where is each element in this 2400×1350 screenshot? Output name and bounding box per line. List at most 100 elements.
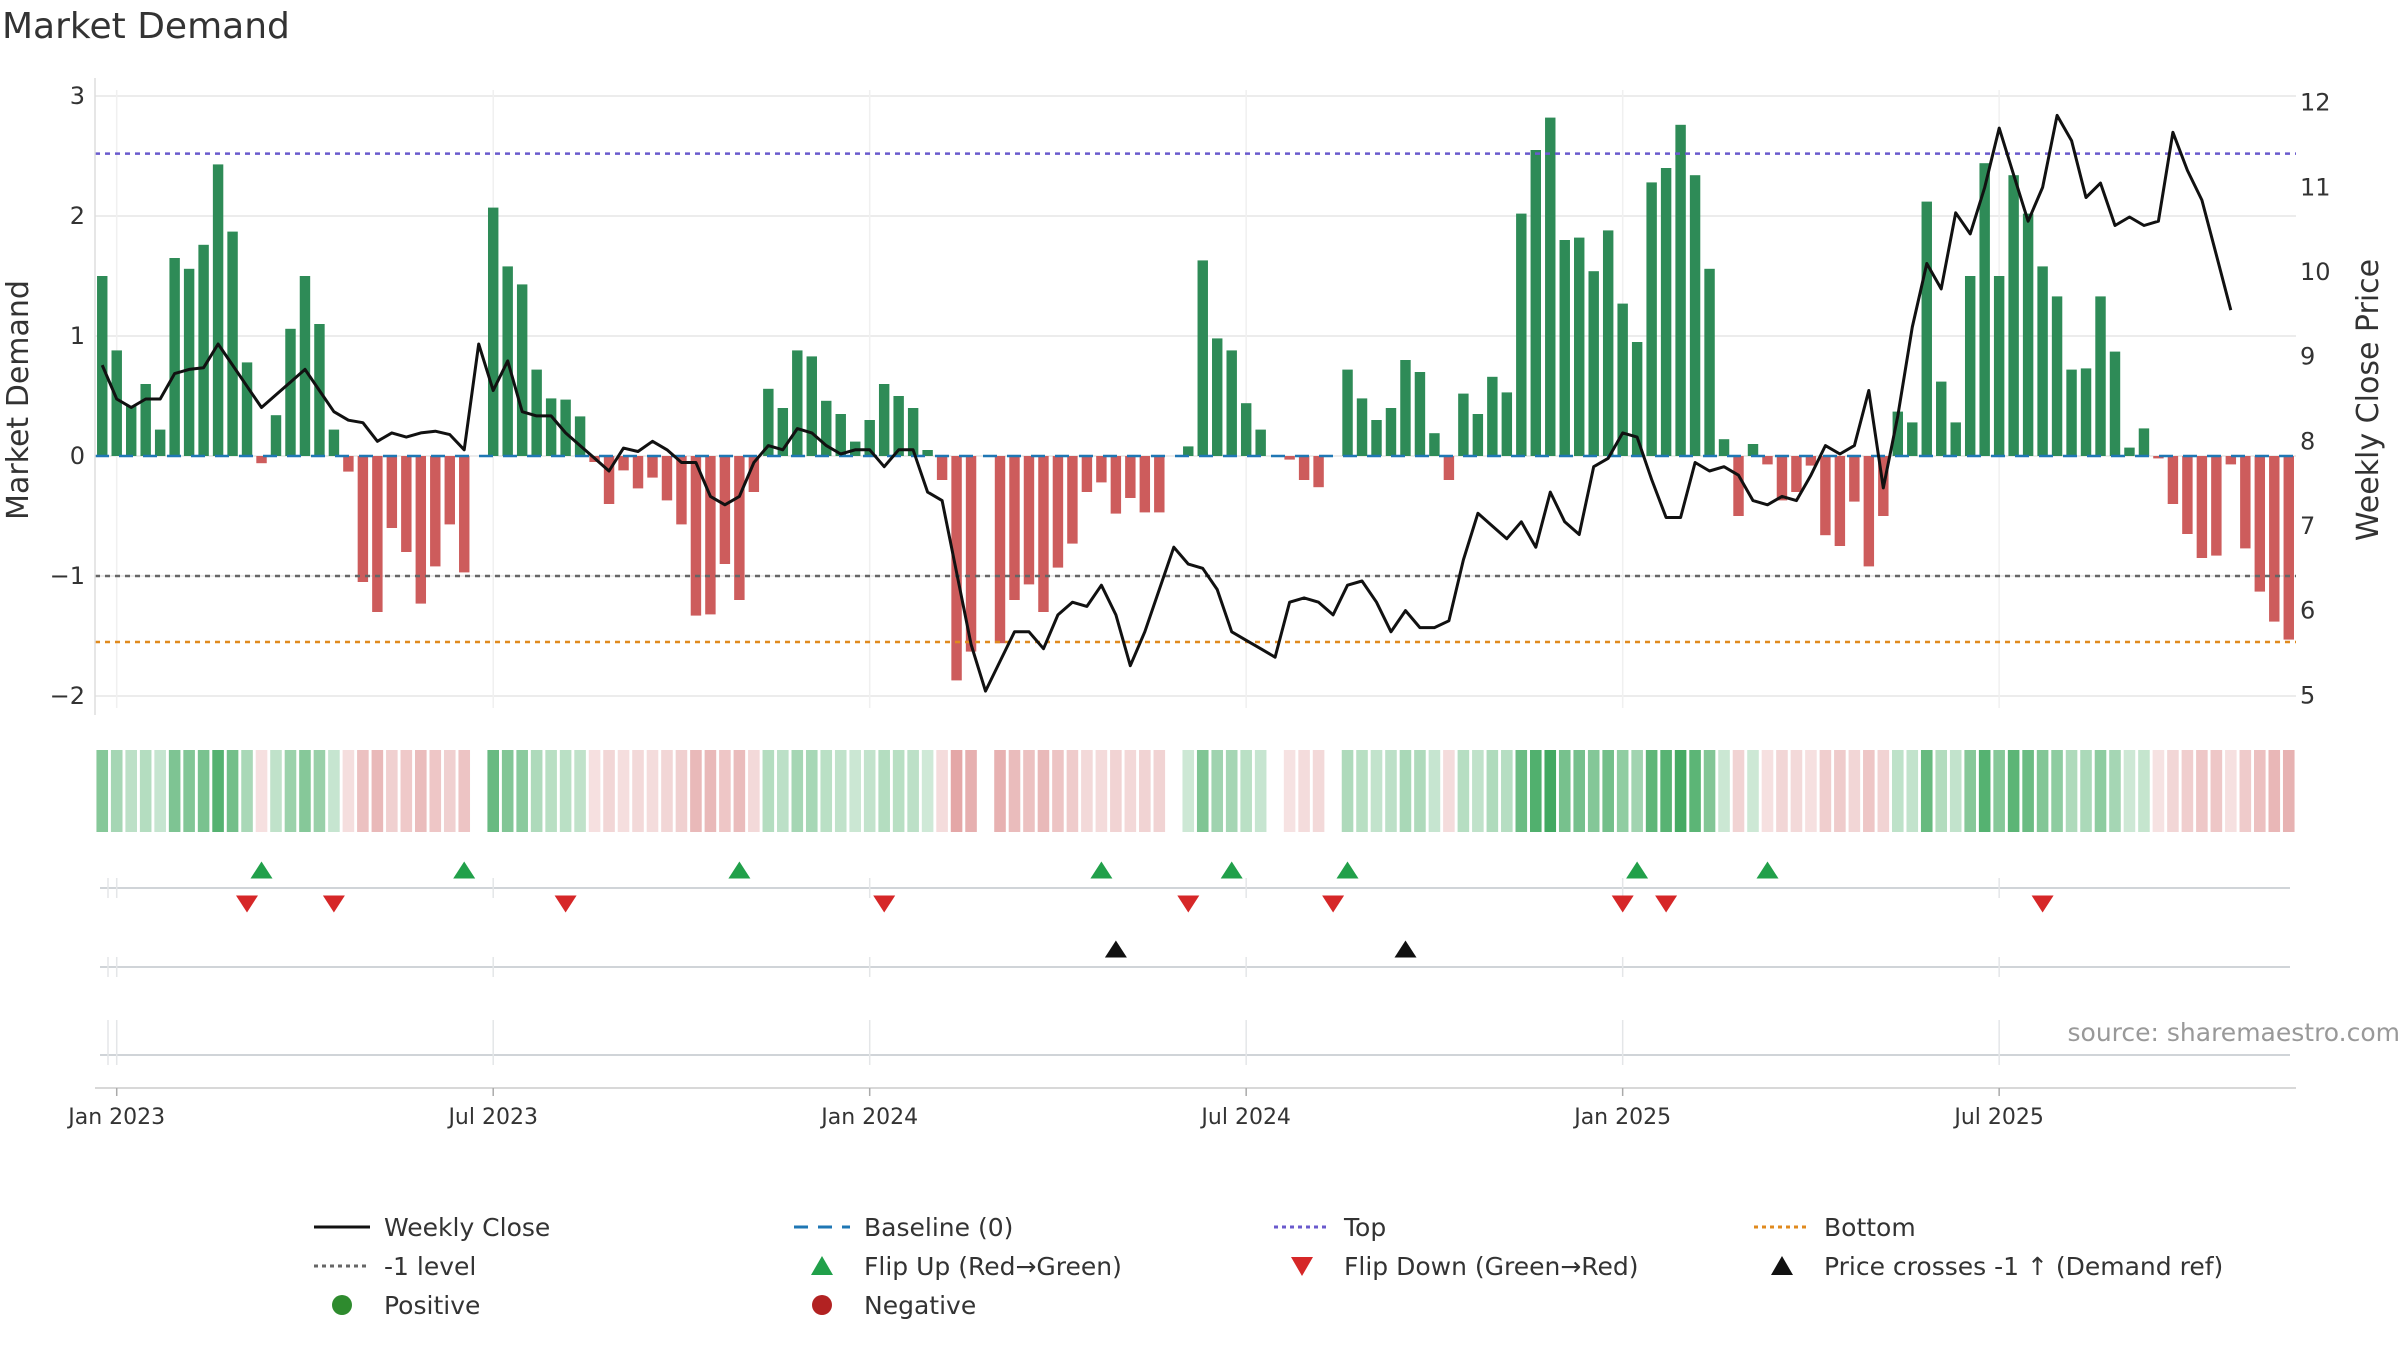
bar-negative (1805, 456, 1817, 466)
bar-positive (1429, 433, 1440, 456)
legend-item-positive: Positive (310, 1288, 480, 1322)
bar-negative (603, 456, 615, 504)
price-cross-marker (1394, 940, 1417, 958)
legend-item-price-cross: Price crosses -1 ↑ (Demand ref) (1750, 1249, 2223, 1283)
flip-down-marker (873, 895, 896, 913)
price-cross-marker (1104, 940, 1127, 958)
heat-cell (1023, 750, 1035, 832)
bar-positive (835, 414, 846, 456)
legend-symbol-minus-one (310, 1249, 374, 1283)
heat-cell (1196, 750, 1209, 832)
flip-up-marker (1756, 861, 1779, 879)
heat-cell (241, 750, 253, 832)
heat-cell (1805, 750, 1817, 832)
bar-positive (2022, 213, 2034, 456)
heat-cell (907, 750, 919, 832)
y2-tick-label: 8 (2300, 427, 2315, 455)
heat-cell (2007, 750, 2020, 832)
bar-negative (1762, 456, 1773, 465)
reference-lines (95, 152, 2296, 644)
y2-tick-label: 11 (2300, 173, 2331, 201)
heat-cell (704, 750, 717, 832)
bar-negative (618, 456, 629, 471)
legend-item-weekly-close: Weekly Close (310, 1210, 550, 1244)
bar-positive (140, 384, 151, 456)
legend-label: Price crosses -1 ↑ (Demand ref) (1824, 1251, 2224, 1281)
bar-positive (2109, 351, 2121, 456)
legend-symbol-bottom (1750, 1210, 1814, 1244)
bar-negative (256, 456, 267, 464)
heat-cell (1182, 750, 1195, 832)
bar-negative (748, 456, 760, 492)
bar-positive (1631, 342, 1643, 456)
legend-symbol-baseline (790, 1210, 854, 1244)
bar-negative (676, 456, 687, 525)
heat-cell (1935, 750, 1948, 832)
bar-positive (1950, 422, 1961, 456)
bar-positive (2037, 266, 2048, 456)
heat-cell (646, 750, 659, 832)
bar-positive (1385, 408, 1397, 456)
bar-positive (1458, 393, 1469, 456)
bar-positive (545, 398, 557, 456)
bar-negative (1776, 456, 1788, 501)
y2-tick-label: 7 (2300, 512, 2315, 540)
bar-positive (270, 415, 282, 456)
heat-cell (936, 750, 948, 832)
heat-cell (1892, 750, 1904, 832)
heat-cell (1848, 750, 1861, 832)
flip-down-marker (1322, 895, 1345, 913)
bar-positive (1660, 168, 1672, 456)
bar-positive (1516, 213, 1527, 456)
heat-cell (849, 750, 861, 832)
y-tick-label: 3 (70, 82, 85, 110)
bar-positive (1936, 381, 1947, 456)
heat-cell (1356, 750, 1368, 832)
bar-negative (1284, 456, 1295, 460)
heat-cell (1920, 750, 1933, 832)
heat-cell (1486, 750, 1499, 832)
heat-cell (1587, 750, 1600, 832)
y2-tick-label: 5 (2300, 681, 2315, 709)
legend-symbol-positive (310, 1288, 374, 1322)
heat-cell (1978, 750, 1991, 832)
heat-cell (255, 750, 268, 832)
bar-negative (1849, 456, 1860, 502)
bar-positive (2080, 368, 2092, 456)
legend-item-flip-up: Flip Up (Red→Green) (790, 1249, 1122, 1283)
heat-cell (994, 750, 1006, 832)
heat-cell (965, 750, 977, 832)
bar-negative (1096, 456, 1107, 483)
bar-negative (401, 456, 412, 552)
heat-cell (125, 750, 137, 832)
heat-cell (834, 750, 847, 832)
heat-cell (777, 750, 789, 832)
legend-item-baseline: Baseline (0) (790, 1210, 1013, 1244)
bar-negative (1038, 456, 1049, 612)
bar-positive (1342, 369, 1353, 456)
heat-cell (2225, 750, 2237, 832)
bar-negative (2269, 456, 2280, 622)
heat-cell (1240, 750, 1252, 832)
legend-symbol-flip-down (1270, 1249, 1334, 1283)
heat-cell (1428, 750, 1441, 832)
bar-negative (647, 456, 658, 478)
heat-cell (1472, 750, 1484, 832)
heat-cell (820, 750, 833, 832)
heat-cell (1964, 750, 1976, 832)
heat-cell (1414, 750, 1426, 832)
heat-cell (1819, 750, 1832, 832)
heat-cell (791, 750, 804, 832)
x-axis: Jan 2023 Jul 2023 Jan 2024 Jul 2024 Jan 2025… (66, 1087, 2296, 1130)
legend-symbol-negative (790, 1288, 854, 1322)
bar-positive (1472, 414, 1484, 456)
bar-positive (560, 399, 571, 456)
demand-bars (97, 117, 2294, 681)
legend-label: Negative (864, 1290, 977, 1320)
heat-cell (675, 750, 688, 832)
bar-positive (1964, 276, 1976, 456)
y-tick-label: 2 (70, 202, 85, 230)
heat-cell (1139, 750, 1151, 832)
heat-cell (2152, 750, 2165, 832)
y-tick-label: 0 (70, 442, 85, 470)
